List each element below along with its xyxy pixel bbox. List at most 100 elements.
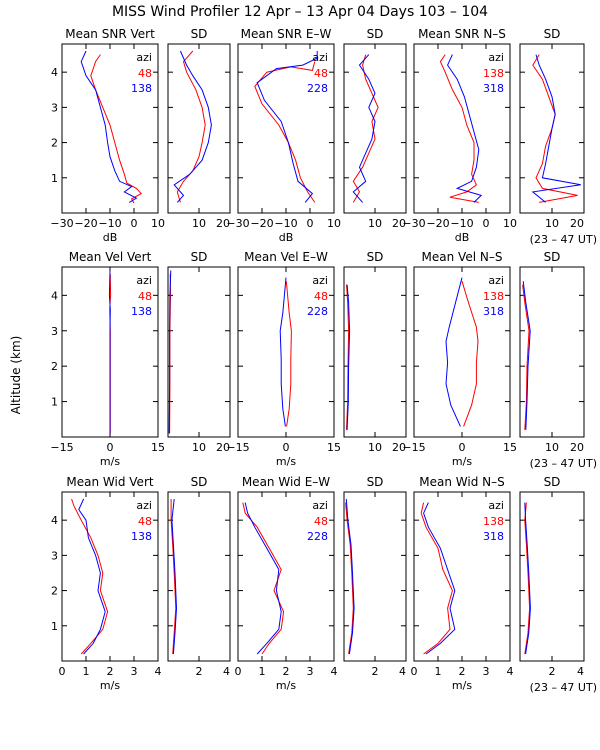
series-138-line [522,284,530,430]
x-tick-label: 10 [503,217,517,230]
panel-title: Mean SNR E–W [241,27,332,41]
panel-title: SD [191,250,208,264]
x-tick-label: 0 [283,441,290,454]
x-tick-label: −20 [74,217,97,230]
x-axis-label: m/s [100,455,120,468]
panel-title: Mean Vel E–W [244,250,328,264]
series-318-line [445,277,463,427]
panel-title: Mean SNR N–S [418,27,506,41]
y-tick-label: 2 [51,137,58,150]
y-tick-label: 1 [51,620,58,633]
x-tick-label: 3 [307,665,314,678]
series-138-line [439,54,479,203]
panel-title: SD [191,475,208,489]
legend-entry: 48 [138,67,152,80]
x-tick-label: 2 [372,665,379,678]
panel-title: Mean Wid Vert [66,475,153,489]
x-tick-label: 20 [570,441,584,454]
x-tick-label: −10 [98,217,121,230]
legend-entry: 228 [307,82,328,95]
panel-r2c4: SD 10 20 [343,250,407,454]
x-tick-label: −15 [226,441,249,454]
x-tick-label: 20 [570,217,584,230]
legend-entry: 318 [483,530,504,543]
time-range-label: (23 – 47 UT) [530,457,597,470]
legend-entry: 228 [307,530,328,543]
panel-r3c1: Mean Wid Vert 0 1 2 3 4 m/s 1 2 3 4 azi 48 138 [51,475,162,692]
x-tick-label: 20 [392,441,406,454]
x-tick-label: −30 [226,217,249,230]
series-228-line [352,54,376,203]
panel-r2c3: Mean Vel E–W −15 0 15 m/s azi 48 228 [226,250,341,468]
y-tick-label: 3 [51,325,58,338]
series-48-line [346,284,350,430]
panel-r1c2: SD 10 20 [167,27,231,230]
x-tick-label: 0 [235,665,242,678]
figure-title: MISS Wind Profiler 12 Apr – 13 Apr 04 Da… [112,4,488,20]
panel-r1c1: Mean SNR Vert −30 −20 −10 0 10 dB 1 2 3 4 azi 48 138 [50,27,165,244]
series-138-line [78,498,106,655]
x-tick-label: 1 [435,665,442,678]
x-tick-label: 15 [503,441,517,454]
time-range-label: (23 – 47 UT) [530,233,597,246]
series-48-line [254,61,316,203]
y-tick-label: 4 [51,289,58,302]
panel-grid: Mean SNR Vert−30 −20 −10 0 10dB1234azi48138S… [50,27,597,694]
panel-frame [167,266,231,438]
y-tick-label: 1 [51,396,58,409]
x-tick-label: −15 [402,441,425,454]
legend-entry: 48 [314,515,328,528]
series-138-line [173,50,212,203]
series-48-line [71,498,109,655]
panel-title: Mean Vel Vert [69,250,152,264]
y-tick-label: 4 [51,514,58,527]
series-138-line [171,498,178,655]
x-tick-label: −20 [426,217,449,230]
legend-title: azi [488,51,504,64]
legend-entry: 48 [138,290,152,303]
series-48-line [170,499,177,655]
panel-frame [167,491,231,662]
x-axis-label: m/s [100,679,120,692]
panel-r3c6: SD 2 4 [519,475,585,678]
x-axis-label: m/s [452,455,472,468]
panel-title: Mean Wid E–W [242,475,330,489]
x-axis-label: dB [103,231,118,244]
series-48-line [285,281,292,427]
x-tick-label: 20 [216,217,230,230]
panel-r1c6: SD 10 20 [519,27,585,230]
legend-entry: 138 [483,290,504,303]
legend-title: azi [136,499,152,512]
series-48-line [345,502,354,655]
x-axis-label: m/s [452,679,472,692]
x-tick-label: 15 [327,441,341,454]
legend-entry: 138 [131,530,152,543]
x-tick-label: 4 [577,665,584,678]
x-tick-label: 10 [192,217,206,230]
panel-r3c5: Mean Wid N–S 0 1 2 3 4 m/s azi 138 318 [411,475,514,692]
series-228-line [256,51,318,203]
x-tick-label: 2 [459,665,466,678]
x-tick-label: 1 [83,665,90,678]
legend-entry: 138 [131,305,152,318]
x-tick-label: 0 [59,665,66,678]
panel-r2c1: Mean Vel Vert −15 0 15 m/s 1 2 3 4 azi 48 138 [50,250,165,468]
y-tick-label: 4 [51,66,58,79]
y-tick-label: 1 [51,172,58,185]
legend-title: azi [488,274,504,287]
x-axis-label: dB [455,231,470,244]
x-tick-label: 10 [151,217,165,230]
x-tick-label: −10 [274,217,297,230]
x-tick-label: 10 [327,217,341,230]
x-tick-label: 20 [216,441,230,454]
legend-title: azi [136,274,152,287]
legend-entry: 48 [314,67,328,80]
panel-r3c4: SD 2 4 [343,475,407,678]
x-tick-label: 10 [368,217,382,230]
series-228-line [279,277,287,427]
x-tick-label: −10 [450,217,473,230]
panel-frame [343,43,407,214]
x-tick-label: 0 [131,217,138,230]
panel-r3c2: SD 2 4 [167,475,231,678]
panel-title: SD [367,475,384,489]
